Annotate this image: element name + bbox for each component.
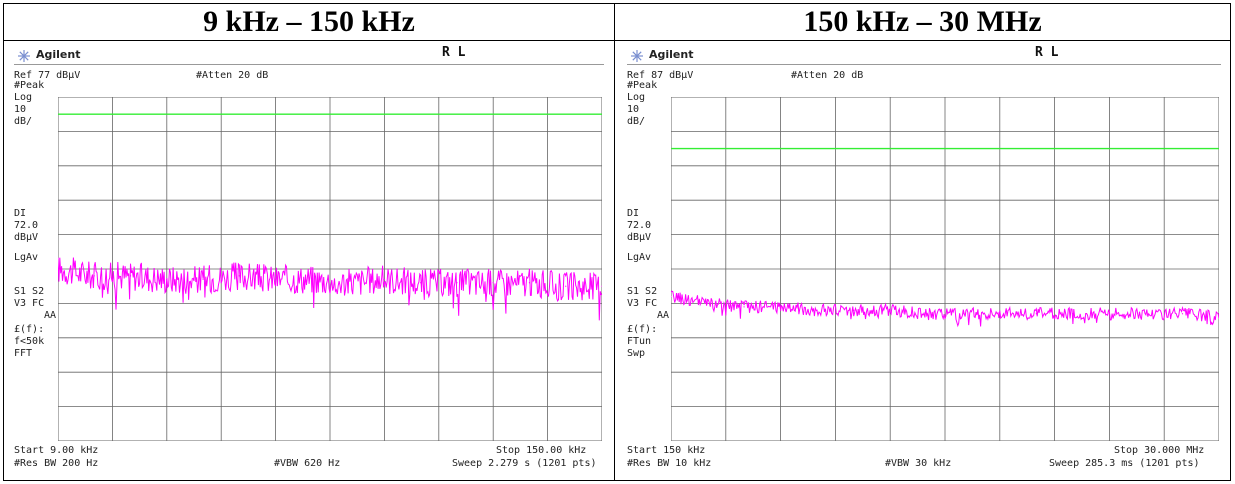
trace-point xyxy=(780,306,782,308)
trace-point xyxy=(853,309,855,311)
side-label: Swp xyxy=(627,348,646,359)
side-label: DI xyxy=(14,208,27,219)
trace-point xyxy=(706,302,709,304)
side-label: FTun xyxy=(627,336,652,347)
trace-point xyxy=(129,275,132,277)
trace-point xyxy=(1035,313,1037,315)
trace-point xyxy=(58,268,59,270)
side-label: 10 xyxy=(14,104,27,115)
agilent-logo-icon xyxy=(631,47,643,66)
trace-point xyxy=(492,282,494,284)
mode-indicator: R L xyxy=(1035,45,1059,60)
agilent-logo-text: Agilent xyxy=(649,48,694,61)
analyzer-screen-right: Agilent R L Ref 87 dBµV #Atten 20 dB #Pe… xyxy=(619,42,1227,479)
trace-point xyxy=(565,285,567,287)
side-label: S1 S2 xyxy=(627,286,658,297)
agilent-logo-text: Agilent xyxy=(36,48,81,61)
stop-frequency: Stop 30.000 MHz xyxy=(1114,445,1205,456)
trace-point xyxy=(601,285,602,287)
side-label: f<50k xyxy=(14,336,45,347)
sweep-time: Sweep 2.279 s (1201 pts) xyxy=(452,458,597,469)
ref-level: Ref 87 dBµV xyxy=(627,70,694,81)
trace-point xyxy=(456,282,458,284)
trace-point xyxy=(743,306,745,308)
trace-point xyxy=(999,313,1001,315)
trace-point xyxy=(1108,313,1110,315)
spectrum-trace xyxy=(671,290,1219,328)
side-label: V3 FC xyxy=(14,298,45,309)
sweep-time: Sweep 285.3 ms (1201 pts) xyxy=(1049,458,1200,469)
res-bandwidth: #Res BW 200 Hz xyxy=(14,458,99,469)
side-label: FFT xyxy=(14,348,33,359)
side-label: DI xyxy=(627,208,640,219)
ref-level: Ref 77 dBµV xyxy=(14,70,81,81)
trace-point xyxy=(1072,313,1074,315)
side-label: Log xyxy=(14,92,33,103)
header-rule xyxy=(627,64,1221,65)
panel-title-left: 9 kHz – 150 kHz xyxy=(203,5,415,38)
video-bandwidth: #VBW 30 kHz xyxy=(885,458,952,469)
header-rule xyxy=(14,64,604,65)
trace-point xyxy=(926,313,928,315)
side-label: £(f): xyxy=(627,324,658,335)
trace-point xyxy=(275,278,277,280)
trace-point xyxy=(528,282,531,284)
spectrum-plot-right xyxy=(671,97,1219,441)
side-label: dBµV xyxy=(627,232,652,243)
spectrum-plot-left xyxy=(58,97,602,441)
attenuation: #Atten 20 dB xyxy=(791,70,864,81)
column-divider xyxy=(614,3,615,481)
panel-title-right: 150 kHz – 30 MHz xyxy=(803,5,1042,38)
attenuation: #Atten 20 dB xyxy=(196,70,269,81)
trace-point xyxy=(93,275,95,277)
header-divider xyxy=(3,40,1231,41)
trace-point xyxy=(383,278,385,280)
trace-point xyxy=(1145,313,1147,315)
start-frequency: Start 9.00 kHz xyxy=(14,445,99,456)
side-label: dB/ xyxy=(14,116,33,127)
side-label: 10 xyxy=(627,104,640,115)
side-label: AA xyxy=(657,310,670,321)
side-label: 72.0 xyxy=(627,220,652,231)
trace-point xyxy=(347,282,349,284)
side-label: £(f): xyxy=(14,324,45,335)
trace-point xyxy=(238,275,240,277)
side-label: #Peak xyxy=(627,80,658,91)
side-label: #Peak xyxy=(14,80,45,91)
side-label: S1 S2 xyxy=(14,286,45,297)
start-frequency: Start 150 kHz xyxy=(627,445,706,456)
trace-point xyxy=(671,295,672,298)
video-bandwidth: #VBW 620 Hz xyxy=(274,458,341,469)
side-label: AA xyxy=(44,310,57,321)
analyzer-screen-left: Agilent R L Ref 77 dBµV #Atten 20 dB #Pe… xyxy=(6,42,610,479)
trace-point xyxy=(311,278,313,280)
side-label: dBµV xyxy=(14,232,39,243)
side-label: V3 FC xyxy=(627,298,658,309)
trace-point xyxy=(962,313,964,315)
res-bandwidth: #Res BW 10 kHz xyxy=(627,458,712,469)
trace-point xyxy=(889,309,891,311)
trace-point xyxy=(420,282,422,284)
side-label: dB/ xyxy=(627,116,646,127)
agilent-logo-icon xyxy=(18,47,30,66)
side-label: Log xyxy=(627,92,646,103)
trace-point xyxy=(202,278,204,280)
side-label: LgAv xyxy=(627,252,652,263)
stop-frequency: Stop 150.00 kHz xyxy=(496,445,587,456)
trace-point xyxy=(1218,316,1219,318)
spectrum-trace xyxy=(58,257,602,321)
trace-point xyxy=(166,278,168,280)
side-label: 72.0 xyxy=(14,220,39,231)
table-frame xyxy=(3,3,1231,481)
trace-point xyxy=(816,309,818,311)
mode-indicator: R L xyxy=(442,45,466,60)
trace-point xyxy=(1181,313,1184,315)
side-label: LgAv xyxy=(14,252,39,263)
